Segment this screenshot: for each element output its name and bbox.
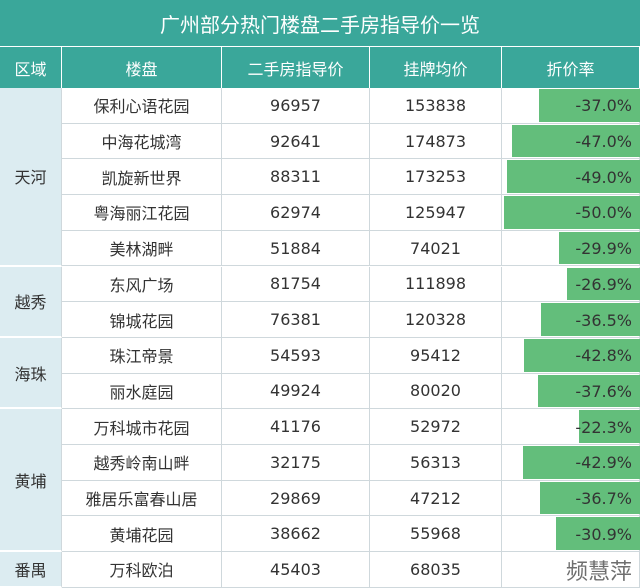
- discount-label: -49.0%: [575, 167, 632, 187]
- guide-price: 29869: [222, 480, 370, 517]
- region-cell: 越秀: [0, 266, 62, 338]
- estate-name: 粤海丽江花园: [62, 195, 222, 231]
- estate-name: 锦城花园: [62, 302, 222, 338]
- discount-label: -29.9%: [575, 239, 632, 259]
- region-cell: 海珠: [0, 337, 62, 410]
- discount-label: -37.0%: [575, 96, 632, 116]
- data-bar: [512, 124, 640, 158]
- column-header: 楼盘: [62, 47, 222, 88]
- watermark: 频慧萍: [565, 560, 632, 585]
- estate-name: 越秀岭南山畔: [62, 445, 222, 481]
- guide-price: 54593: [222, 337, 370, 374]
- estate-name: 美林湖畔: [62, 230, 222, 267]
- guide-price: 81754: [222, 266, 370, 303]
- data-bar: [558, 231, 640, 265]
- estate-name: 丽水庭园: [62, 373, 222, 410]
- listing-price: 56313: [370, 445, 502, 481]
- guide-price: 51884: [222, 230, 370, 267]
- estate-name: 中海花城湾: [62, 123, 222, 160]
- estate-name: 保利心语花园: [62, 88, 222, 124]
- discount-label: -30.9%: [575, 524, 632, 544]
- column-header: 挂牌均价: [370, 47, 502, 88]
- region-cell: 天河: [0, 88, 62, 267]
- estate-name: 珠江帝景: [62, 337, 222, 374]
- discount-label: -47.0%: [575, 132, 632, 152]
- data-bar: [566, 267, 640, 301]
- data-bar: [537, 374, 640, 408]
- discount-label: -26.9%: [575, 274, 632, 294]
- region-cell: 番禺: [0, 552, 62, 588]
- data-bar: [555, 517, 640, 551]
- discount-label: -37.6%: [575, 381, 632, 401]
- listing-price: 174873: [370, 123, 502, 160]
- listing-price: 68035: [370, 552, 502, 588]
- column-header: 区域: [0, 47, 62, 88]
- estate-name: 凯旋新世界: [62, 159, 222, 196]
- data-bar: [506, 160, 640, 194]
- guide-price: 45403: [222, 552, 370, 588]
- listing-price: 55968: [370, 516, 502, 553]
- data-bar: [539, 89, 640, 122]
- guide-price: 41176: [222, 409, 370, 445]
- discount-label: -22.3%: [575, 417, 632, 437]
- estate-name: 雅居乐富春山居: [62, 480, 222, 517]
- discount-label: -42.8%: [575, 346, 632, 366]
- listing-price: 153838: [370, 88, 502, 124]
- guide-price: 96957: [222, 88, 370, 124]
- data-bar: [504, 196, 640, 229]
- data-bar: [523, 338, 640, 372]
- estate-name: 东风广场: [62, 266, 222, 303]
- discount-label: -42.9%: [575, 453, 632, 473]
- discount-label: -36.5%: [575, 310, 632, 330]
- column-header: 折价率: [502, 47, 640, 88]
- guide-price: 38662: [222, 516, 370, 553]
- guide-price: 62974: [222, 195, 370, 231]
- estate-name: 万科城市花园: [62, 409, 222, 445]
- title: 广州部分热门楼盘二手房指导价一览: [0, 0, 640, 47]
- guide-price: 92641: [222, 123, 370, 160]
- column-header: 二手房指导价: [222, 47, 370, 88]
- listing-price: 125947: [370, 195, 502, 231]
- discount-label: -50.0%: [575, 203, 632, 223]
- listing-price: 111898: [370, 266, 502, 303]
- guide-price: 49924: [222, 373, 370, 410]
- listing-price: 52972: [370, 409, 502, 445]
- guide-price: 88311: [222, 159, 370, 196]
- region-cell: 黄埔: [0, 409, 62, 553]
- estate-name: 万科欧泊: [62, 552, 222, 588]
- data-bar: [540, 481, 640, 515]
- data-bar: [579, 410, 640, 443]
- listing-price: 47212: [370, 480, 502, 517]
- discount-label: -36.7%: [575, 489, 632, 509]
- listing-price: 95412: [370, 337, 502, 374]
- listing-price: 120328: [370, 302, 502, 338]
- listing-price: 80020: [370, 373, 502, 410]
- guide-price: 76381: [222, 302, 370, 338]
- listing-price: 74021: [370, 230, 502, 267]
- data-bar: [523, 446, 640, 479]
- guide-price: 32175: [222, 445, 370, 481]
- listing-price: 173253: [370, 159, 502, 196]
- data-bar: [540, 303, 640, 336]
- estate-name: 黄埔花园: [62, 516, 222, 553]
